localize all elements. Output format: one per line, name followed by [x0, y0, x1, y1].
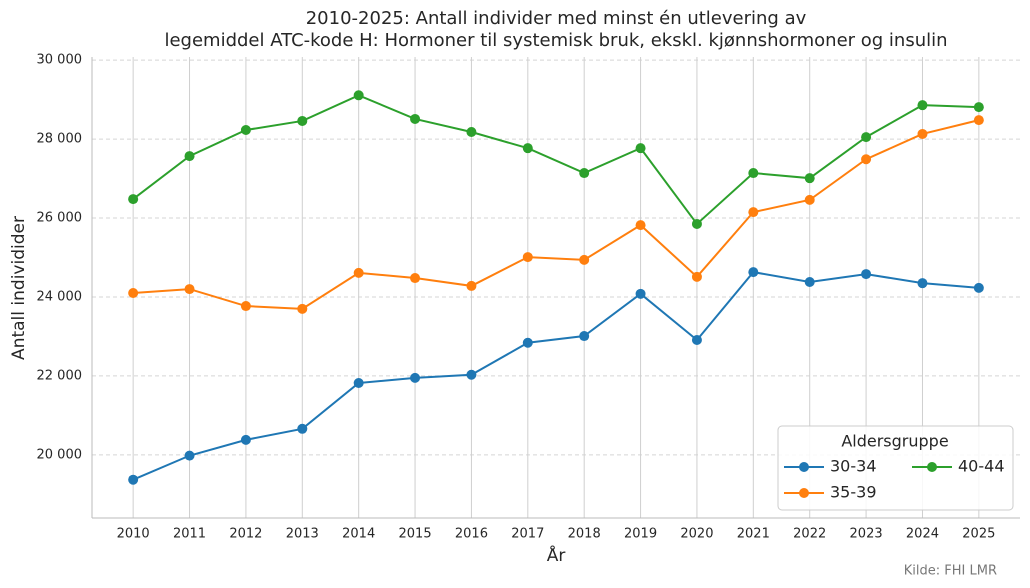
x-tick-label: 2010 [117, 527, 150, 542]
data-point [917, 278, 928, 289]
legend-marker [799, 488, 809, 498]
data-point [861, 269, 872, 280]
data-point [691, 218, 702, 229]
data-point [128, 288, 139, 299]
y-tick-label: 24 000 [37, 289, 83, 304]
x-tick-label: 2012 [229, 527, 262, 542]
data-point [128, 474, 139, 485]
x-tick-label: 2014 [342, 527, 375, 542]
x-tick-label: 2022 [793, 527, 826, 542]
data-point [466, 369, 477, 380]
data-point [804, 173, 815, 184]
y-tick-label: 22 000 [37, 368, 83, 383]
data-point [635, 288, 646, 299]
x-tick-label: 2025 [962, 527, 995, 542]
x-tick-label: 2021 [737, 527, 770, 542]
data-point [353, 378, 364, 389]
data-point [297, 423, 308, 434]
chart-title: 2010-2025: Antall individer med minst én… [306, 8, 807, 29]
x-tick-label: 2023 [850, 527, 883, 542]
data-point [748, 168, 759, 179]
data-point [579, 331, 590, 342]
data-point [184, 284, 195, 295]
x-tick-label: 2015 [399, 527, 432, 542]
data-point [973, 102, 984, 113]
series-line [132, 271, 979, 481]
data-point [240, 434, 251, 445]
data-point [861, 154, 872, 165]
x-tick-label: 2020 [680, 527, 713, 542]
y-tick-label: 20 000 [37, 447, 83, 462]
data-point [240, 301, 251, 312]
y-tick-label: 30 000 [37, 53, 83, 68]
data-point [579, 168, 590, 179]
data-point [635, 143, 646, 154]
source-note: Kilde: FHI LMR [904, 564, 997, 579]
data-point [353, 90, 364, 101]
data-point [804, 194, 815, 205]
legend-label: 30-34 [830, 457, 877, 476]
series-line [133, 119, 980, 310]
x-axis-label: År [547, 544, 566, 566]
data-point [804, 276, 815, 287]
x-tick-label: 2019 [624, 527, 657, 542]
data-point [917, 128, 928, 139]
data-point [691, 271, 702, 282]
x-tick-label: 2018 [568, 527, 601, 542]
data-point [522, 143, 533, 154]
chart-title: legemiddel ATC-kode H: Hormoner til syst… [164, 30, 947, 51]
x-tick-label: 2017 [511, 527, 544, 542]
data-point [973, 115, 984, 126]
legend-box [777, 425, 1014, 511]
data-point [184, 450, 195, 461]
legend-marker [927, 462, 937, 472]
data-point [861, 132, 872, 143]
legend-label: 35-39 [830, 483, 877, 502]
y-tick-label: 28 000 [37, 132, 83, 147]
data-point [184, 151, 195, 162]
y-tick-label: 26 000 [37, 211, 83, 226]
data-point [410, 113, 421, 124]
series-line [132, 94, 979, 226]
data-point [748, 207, 759, 218]
legend: Aldersgruppe 30-34 35-39 40-44 [777, 425, 1014, 511]
data-point [748, 267, 759, 278]
data-point [522, 337, 533, 348]
legend-marker [799, 462, 809, 472]
x-tick-label: 2013 [286, 527, 319, 542]
data-point [973, 282, 984, 293]
data-point [353, 267, 364, 278]
data-point [297, 303, 308, 314]
data-point [579, 254, 590, 265]
data-point [128, 194, 139, 205]
data-point [466, 126, 477, 137]
data-point [410, 372, 421, 383]
data-point [522, 252, 533, 263]
data-point [635, 220, 646, 231]
x-tick-label: 2024 [906, 527, 939, 542]
x-tick-label: 2011 [173, 527, 206, 542]
data-point [917, 100, 928, 111]
data-point [691, 334, 702, 345]
legend-title: Aldersgruppe [841, 432, 948, 451]
data-point [410, 273, 421, 284]
data-point [466, 280, 477, 291]
y-axis-label: Antall individider [9, 216, 29, 360]
x-tick-label: 2016 [455, 527, 488, 542]
data-point [297, 115, 308, 126]
data-point [240, 125, 251, 136]
legend-label: 40-44 [958, 457, 1005, 476]
